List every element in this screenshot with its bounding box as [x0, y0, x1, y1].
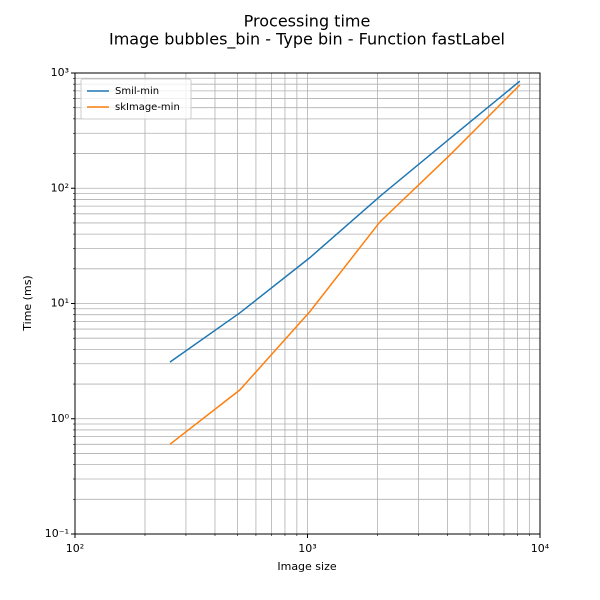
series-line — [169, 80, 521, 363]
x-axis-label: Image size — [277, 560, 337, 573]
y-tick-label: 10⁻¹ — [45, 527, 69, 540]
x-tick-label: 10³ — [298, 542, 316, 555]
chart-title: Processing time — [244, 12, 371, 31]
plot-frame — [74, 72, 541, 535]
legend-label: Smil-min — [115, 86, 159, 97]
legend-label: skImage-min — [115, 102, 180, 113]
legend-box — [80, 78, 192, 120]
y-tick-label: 10² — [51, 181, 69, 194]
chart-subtitle: Image bubbles_bin - Type bin - Function … — [109, 30, 505, 50]
y-tick-label: 10³ — [51, 66, 69, 79]
y-axis-label: Time (ms) — [21, 275, 34, 331]
x-tick-label: 10⁴ — [531, 542, 550, 555]
y-tick-label: 10⁰ — [51, 412, 70, 425]
y-tick-label: 10¹ — [51, 297, 69, 310]
x-tick-label: 10² — [66, 542, 84, 555]
series-line — [169, 84, 521, 445]
